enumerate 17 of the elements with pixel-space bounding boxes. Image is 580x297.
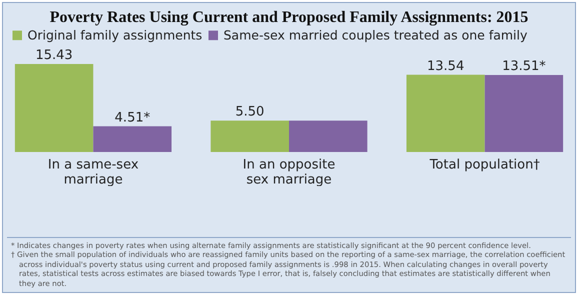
bar (289, 120, 368, 152)
x-tick-label: Total population† (428, 158, 540, 172)
data-label: 13.51* (502, 58, 546, 74)
bar (93, 126, 172, 152)
chart-title: Poverty Rates Using Current and Proposed Family Assignments: 2015 (50, 9, 528, 26)
legend-label: Original family assignments (28, 27, 202, 42)
bar (406, 74, 485, 152)
data-label: 13.54 (427, 58, 464, 74)
bar (14, 64, 94, 152)
bar (210, 120, 289, 152)
legend-label: Same-sex married couples treated as one family (224, 27, 528, 42)
bar (484, 74, 564, 152)
x-tick-label: In a same-sex marriage (48, 158, 139, 188)
x-tick-label: In an opposite sex marriage (242, 158, 336, 188)
data-label: 5.50 (235, 104, 264, 120)
data-label: 4.51* (114, 110, 151, 126)
data-label: 15.43 (35, 48, 73, 63)
